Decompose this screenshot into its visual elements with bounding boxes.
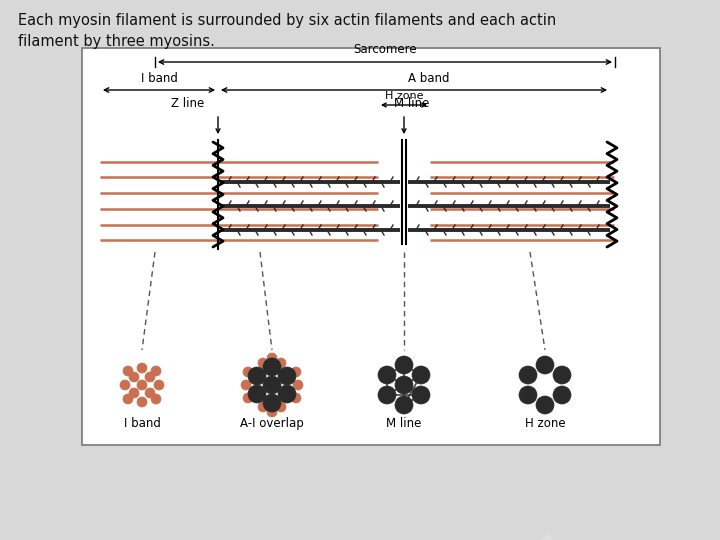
Circle shape (248, 367, 266, 385)
Text: H zone: H zone (525, 417, 565, 430)
Circle shape (293, 380, 303, 390)
Text: M line: M line (387, 417, 422, 430)
Circle shape (278, 385, 296, 403)
Circle shape (258, 358, 268, 368)
Circle shape (248, 385, 266, 403)
Circle shape (145, 372, 155, 382)
Circle shape (412, 386, 430, 404)
Circle shape (129, 388, 139, 398)
Circle shape (120, 380, 130, 390)
Circle shape (123, 366, 133, 376)
Text: I band: I band (140, 72, 177, 85)
Circle shape (258, 402, 268, 412)
Circle shape (154, 380, 164, 390)
Text: Sarcomere: Sarcomere (354, 43, 417, 56)
Circle shape (291, 393, 301, 403)
Circle shape (267, 407, 277, 417)
Circle shape (412, 366, 430, 384)
Text: A band: A band (408, 72, 450, 85)
Text: M line: M line (395, 97, 430, 110)
Circle shape (137, 363, 147, 373)
Circle shape (536, 396, 554, 414)
Circle shape (263, 376, 281, 394)
Circle shape (519, 366, 537, 384)
Text: A-I overlap: A-I overlap (240, 417, 304, 430)
Circle shape (129, 372, 139, 382)
Text: I band: I band (124, 417, 161, 430)
Circle shape (395, 356, 413, 374)
Circle shape (291, 367, 301, 377)
Circle shape (263, 358, 281, 376)
Circle shape (151, 366, 161, 376)
Circle shape (395, 396, 413, 414)
Text: H zone: H zone (384, 91, 423, 101)
Circle shape (278, 367, 296, 385)
Circle shape (241, 380, 251, 390)
Circle shape (519, 386, 537, 404)
Circle shape (395, 376, 413, 394)
Circle shape (553, 386, 571, 404)
Text: Each myosin filament is surrounded by six actin filaments and each actin
filamen: Each myosin filament is surrounded by si… (18, 13, 557, 49)
Circle shape (536, 356, 554, 374)
Circle shape (137, 397, 147, 407)
Circle shape (137, 380, 147, 390)
Circle shape (553, 366, 571, 384)
Circle shape (243, 393, 253, 403)
Circle shape (378, 366, 396, 384)
Circle shape (267, 353, 277, 363)
Circle shape (263, 394, 281, 412)
Circle shape (123, 394, 133, 404)
Circle shape (276, 402, 286, 412)
Circle shape (243, 367, 253, 377)
Text: Z line: Z line (171, 97, 204, 110)
Circle shape (145, 388, 155, 398)
Bar (82, 48, 660, 445)
Circle shape (151, 394, 161, 404)
Circle shape (276, 358, 286, 368)
Circle shape (378, 386, 396, 404)
